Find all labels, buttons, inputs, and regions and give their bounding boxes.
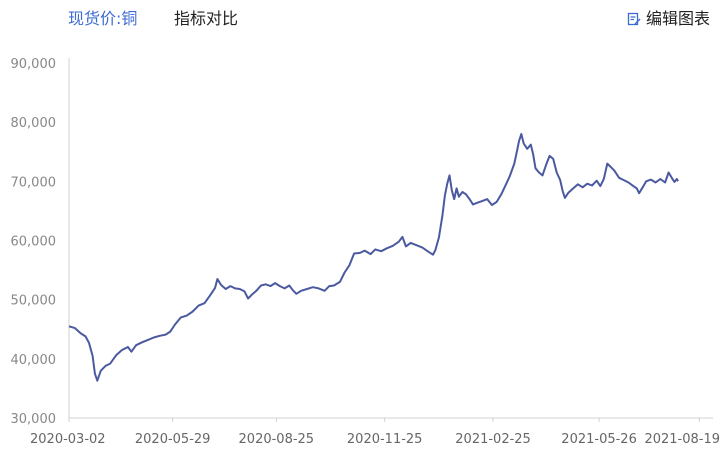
x-tick-label: 2021-08-19 bbox=[644, 432, 720, 447]
x-tick-label: 2021-02-25 bbox=[455, 432, 531, 447]
x-tick-label: 2020-08-25 bbox=[239, 432, 315, 447]
edit-chart-icon bbox=[627, 12, 641, 26]
x-axis: 2020-03-02 2020-05-29 2020-08-25 2020-11-25… bbox=[30, 417, 720, 447]
x-tick-label: 2020-11-25 bbox=[347, 432, 423, 447]
y-tick-label: 80,000 bbox=[11, 116, 57, 131]
y-tick-label: 50,000 bbox=[11, 294, 57, 309]
y-tick-label: 70,000 bbox=[11, 175, 57, 190]
plot-series bbox=[68, 133, 679, 382]
x-tick-label: 2020-05-29 bbox=[135, 432, 211, 447]
y-tick-label: 60,000 bbox=[11, 235, 57, 250]
x-tick-label: 2021-05-26 bbox=[561, 432, 637, 447]
tab-indicator-compare[interactable]: 指标对比 bbox=[174, 9, 239, 28]
y-tick-label: 90,000 bbox=[11, 57, 57, 72]
edit-chart-button[interactable]: 编辑图表 bbox=[627, 9, 710, 29]
chart-header: 现货价:铜 指标对比 编辑图表 bbox=[0, 0, 726, 40]
series-line bbox=[68, 133, 679, 382]
y-tick-label: 30,000 bbox=[11, 412, 57, 427]
y-axis: 90,000 80,000 70,000 60,000 50,000 40,000 30,0… bbox=[11, 57, 70, 427]
copper-price-line-chart: 90,000 80,000 70,000 60,000 50,000 40,000 30,0… bbox=[11, 57, 721, 447]
edit-chart-label: 编辑图表 bbox=[645, 9, 710, 28]
x-tick-label: 2020-03-02 bbox=[30, 432, 106, 447]
tab-copper-spot-price[interactable]: 现货价:铜 bbox=[68, 9, 138, 28]
y-tick-label: 40,000 bbox=[11, 353, 57, 368]
